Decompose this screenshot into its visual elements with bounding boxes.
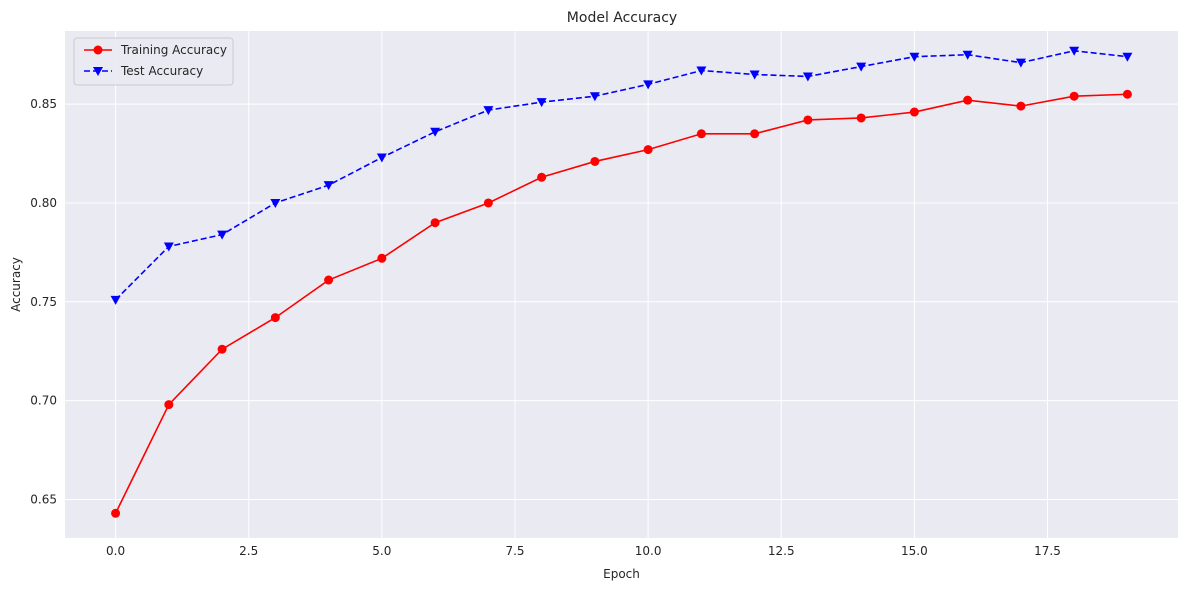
- x-tick-label: 12.5: [768, 544, 795, 558]
- data-point: [1122, 89, 1132, 99]
- legend-label: Training Accuracy: [120, 43, 227, 57]
- data-point: [963, 95, 973, 105]
- x-tick-label: 15.0: [901, 544, 928, 558]
- y-tick-label: 0.75: [30, 295, 57, 309]
- data-point: [856, 113, 866, 123]
- series-line: [115, 49, 1128, 301]
- data-point: [536, 98, 547, 108]
- data-point: [1069, 91, 1079, 101]
- data-point: [376, 153, 387, 163]
- y-axis-title: Accuracy: [9, 257, 23, 312]
- data-point: [856, 62, 867, 72]
- x-tick-label: 0.0: [106, 544, 125, 558]
- data-point: [217, 230, 228, 240]
- x-tick-label: 5.0: [372, 544, 391, 558]
- grid-lines: [65, 31, 1178, 538]
- data-point: [430, 127, 441, 137]
- data-point: [803, 115, 813, 125]
- data-point: [909, 107, 919, 117]
- data-point: [110, 295, 121, 305]
- y-tick-label: 0.65: [30, 492, 57, 506]
- data-point: [483, 198, 493, 208]
- y-tick-label: 0.80: [30, 196, 57, 210]
- data-point: [1122, 52, 1133, 62]
- data-point: [590, 156, 600, 166]
- data-point: [1015, 58, 1026, 68]
- data-point: [750, 129, 760, 139]
- legend-item: Training Accuracy: [84, 43, 227, 57]
- data-point: [270, 313, 280, 323]
- legend-marker: [93, 45, 103, 55]
- data-point: [802, 72, 813, 82]
- series-layer: [110, 46, 1133, 518]
- data-point: [270, 198, 281, 208]
- x-tick-label: 10.0: [635, 544, 662, 558]
- data-point: [377, 253, 387, 263]
- y-tick-label: 0.85: [30, 97, 57, 111]
- data-point: [1016, 101, 1026, 111]
- data-point: [589, 92, 600, 102]
- data-point: [749, 70, 760, 80]
- x-tick-label: 2.5: [239, 544, 258, 558]
- data-point: [430, 218, 440, 228]
- data-point: [217, 344, 227, 354]
- data-point: [1069, 46, 1080, 56]
- x-axis-title: Epoch: [603, 567, 640, 581]
- data-point: [696, 129, 706, 139]
- y-tick-label: 0.70: [30, 394, 57, 408]
- series-line: [114, 93, 1128, 514]
- x-tick-label: 7.5: [505, 544, 524, 558]
- legend-label: Test Accuracy: [120, 64, 203, 78]
- legend: Training Accuracy Test Accuracy: [73, 37, 234, 86]
- data-point: [324, 275, 334, 285]
- data-point: [323, 181, 334, 191]
- data-point: [163, 242, 174, 252]
- legend-marker: [93, 67, 103, 76]
- x-tick-label: 17.5: [1034, 544, 1061, 558]
- data-point: [164, 400, 174, 410]
- legend-box: [73, 37, 234, 86]
- data-point: [537, 172, 547, 182]
- data-point: [643, 145, 653, 155]
- data-point: [696, 66, 707, 76]
- axis-ticks: 0.0 2.5 5.0 7.5 10.0 12.5 15.0 17.5 0.65 0.70 0.75…: [30, 97, 1061, 558]
- data-point: [643, 80, 654, 90]
- legend-item: Test Accuracy: [84, 64, 203, 78]
- series-training-accuracy: [111, 89, 1132, 518]
- series-test-accuracy: [110, 46, 1133, 305]
- data-point: [909, 52, 920, 62]
- plot-area: [65, 31, 1178, 538]
- chart-title: Model Accuracy: [567, 10, 677, 26]
- data-point: [962, 50, 973, 60]
- data-point: [483, 106, 494, 116]
- data-point: [111, 508, 121, 518]
